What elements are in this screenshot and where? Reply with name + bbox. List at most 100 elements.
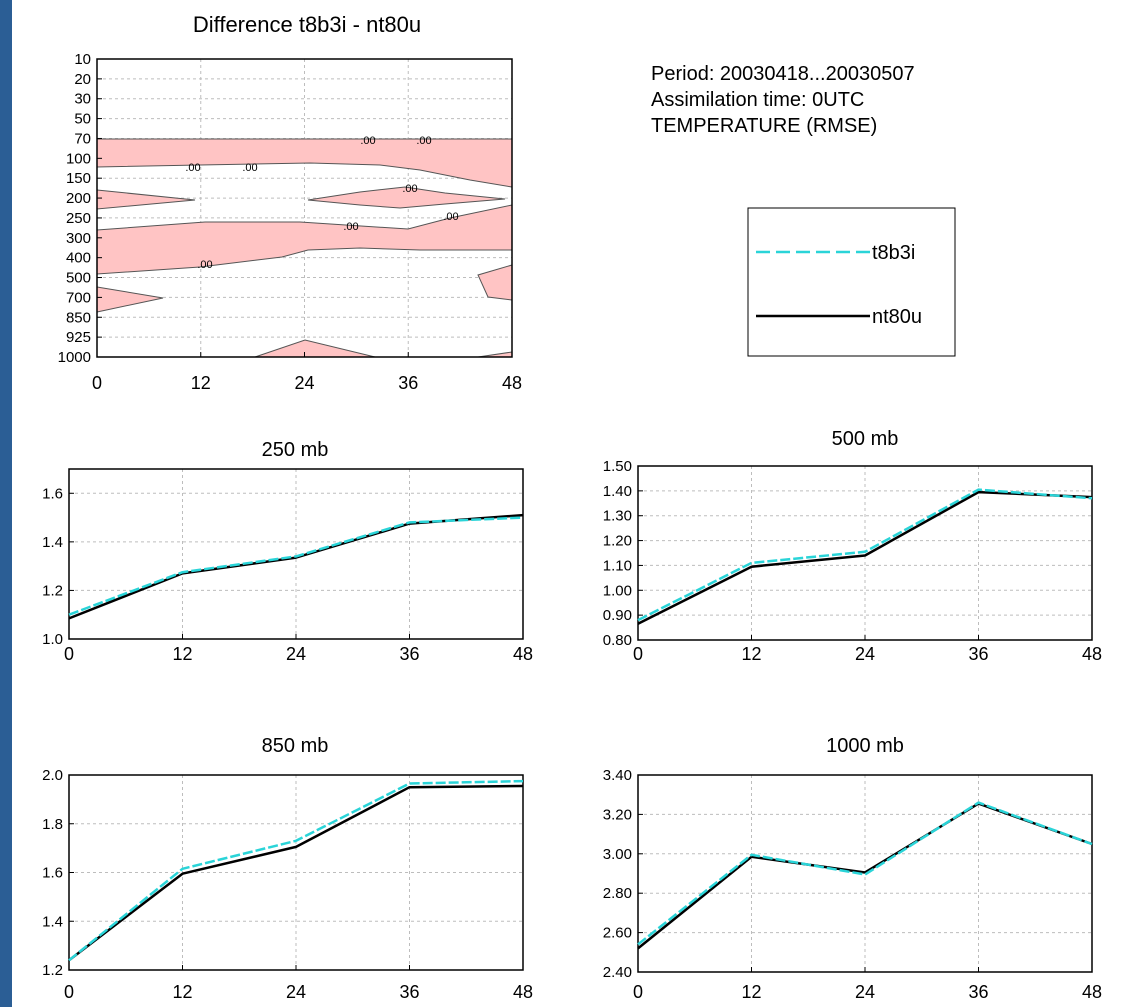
legend-box xyxy=(747,207,956,357)
y-tick-label: 850 xyxy=(66,309,91,326)
info-block: Period: 20030418...20030507 Assimilation… xyxy=(651,63,915,137)
x-tick-label: 48 xyxy=(1082,982,1102,1002)
y-tick-label: 1.40 xyxy=(603,483,632,500)
y-tick-label: 2.80 xyxy=(603,885,632,902)
x-tick-label: 24 xyxy=(855,982,875,1002)
contour-label: .00 xyxy=(242,162,257,174)
y-tick-label: 50 xyxy=(74,111,91,128)
y-tick-label: 2.60 xyxy=(603,925,632,942)
x-tick-label: 12 xyxy=(741,644,761,664)
assimilation-text: Assimilation time: 0UTC xyxy=(651,89,864,111)
x-tick-label: 36 xyxy=(968,982,988,1002)
y-tick-label: 1.2 xyxy=(42,582,63,599)
x-tick-label: 48 xyxy=(1082,644,1102,664)
y-tick-label: 500 xyxy=(66,270,91,287)
y-tick-label: 3.40 xyxy=(603,767,632,784)
y-tick-label: 70 xyxy=(74,130,91,147)
contour-grid xyxy=(97,59,512,357)
y-tick-label: 1.00 xyxy=(603,582,632,599)
y-tick-label: 1.6 xyxy=(42,485,63,502)
figure-panel xyxy=(12,0,1128,1007)
contour-region xyxy=(477,264,513,301)
legend-label-t8b3i: t8b3i xyxy=(872,242,915,264)
chart-500mb: 500 mb 0.80 0.90 1.00 1.10 1.20 1.30 1.40 1.50 0… xyxy=(603,428,1102,664)
y-tick-label: 700 xyxy=(66,289,91,306)
y-tick-label: 200 xyxy=(66,190,91,207)
chart-title: 250 mb xyxy=(262,439,329,461)
y-tick-label: 1.4 xyxy=(42,534,63,551)
x-tick-label: 36 xyxy=(968,644,988,664)
x-tick-label: 48 xyxy=(513,644,533,664)
series-line-t8b3i xyxy=(637,801,1093,946)
x-tick-label: 36 xyxy=(399,982,419,1002)
contour-label: .00 xyxy=(360,135,375,147)
x-tick-label: 48 xyxy=(513,982,533,1002)
x-tick-label: 12 xyxy=(172,982,192,1002)
contour-label: .00 xyxy=(416,135,431,147)
y-tick-label: 3.00 xyxy=(603,846,632,863)
contour-label: .00 xyxy=(443,211,458,223)
x-tick-label: 24 xyxy=(286,644,306,664)
y-tick-label: 2.0 xyxy=(42,767,63,784)
grid xyxy=(638,466,1092,640)
contour-title: Difference t8b3i - nt80u xyxy=(193,12,421,37)
x-tick-label: 36 xyxy=(398,373,418,393)
x-tick-label: 24 xyxy=(294,373,314,393)
y-tick-label: 0.90 xyxy=(603,607,632,624)
y-tick-label: 1000 xyxy=(58,349,91,366)
y-tick-label: 300 xyxy=(66,230,91,247)
chart-250mb: 250 mb 1.0 1.2 1.4 1.6 0 12 24 36 48 xyxy=(42,439,533,664)
chart-1000mb: 1000 mb 2.40 2.60 2.80 3.00 3.20 3.40 0 12 24 36 4… xyxy=(603,735,1102,1002)
y-tick-label: 30 xyxy=(74,91,91,108)
contour-region xyxy=(96,189,196,210)
y-tick-label: 1.10 xyxy=(603,557,632,574)
series-line-t8b3i xyxy=(637,488,1093,622)
x-tick-label: 12 xyxy=(172,644,192,664)
contour-label: .00 xyxy=(343,221,358,233)
y-tick-label: 10 xyxy=(74,51,91,68)
contour-region xyxy=(96,286,164,313)
contour-label: .00 xyxy=(185,162,200,174)
contour-labels: .00 .00 .00 .00 .00 .00 .00 .00 xyxy=(185,135,458,271)
y-tick-label: 100 xyxy=(66,150,91,167)
legend: t8b3i nt80u xyxy=(747,207,956,357)
y-tick-label: 150 xyxy=(66,170,91,187)
x-tick-label: 0 xyxy=(64,982,74,1002)
chart-title: 1000 mb xyxy=(826,735,904,757)
y-tick-label: 0.80 xyxy=(603,632,632,649)
chart-850mb: 850 mb 1.2 1.4 1.6 1.8 2.0 0 12 24 36 48 xyxy=(42,735,533,1002)
y-tick-label: 925 xyxy=(66,329,91,346)
series-line-nt80u xyxy=(68,784,524,962)
y-tick-label: 1.2 xyxy=(42,962,63,979)
x-tick-label: 12 xyxy=(191,373,211,393)
y-tick-label: 2.40 xyxy=(603,964,632,981)
x-tick-label: 0 xyxy=(633,982,643,1002)
contour-region xyxy=(96,204,513,275)
y-tick-label: 1.20 xyxy=(603,533,632,550)
y-tick-label: 1.4 xyxy=(42,913,63,930)
x-tick-label: 0 xyxy=(64,644,74,664)
y-tick-label: 1.30 xyxy=(603,508,632,525)
chart-title: 500 mb xyxy=(832,428,899,450)
legend-label-nt80u: nt80u xyxy=(872,306,922,328)
series-line-t8b3i xyxy=(68,516,524,616)
contour-chart: Difference t8b3i - nt80u .00 .00 .00 .00… xyxy=(58,12,522,393)
contour-region xyxy=(307,186,506,209)
contour-label: .00 xyxy=(197,259,212,271)
x-tick-label: 24 xyxy=(855,644,875,664)
x-tick-label: 36 xyxy=(399,644,419,664)
x-tick-label: 48 xyxy=(502,373,522,393)
x-tick-label: 24 xyxy=(286,982,306,1002)
grid xyxy=(69,775,523,970)
y-tick-label: 400 xyxy=(66,250,91,267)
contour-label: .00 xyxy=(402,183,417,195)
series-line-t8b3i xyxy=(68,779,524,962)
x-tick-label: 12 xyxy=(741,982,761,1002)
y-tick-label: 250 xyxy=(66,210,91,227)
y-tick-label: 1.50 xyxy=(603,458,632,475)
y-tick-label: 1.8 xyxy=(42,816,63,833)
chart-title: 850 mb xyxy=(262,735,329,757)
y-tick-label: 1.0 xyxy=(42,631,63,648)
